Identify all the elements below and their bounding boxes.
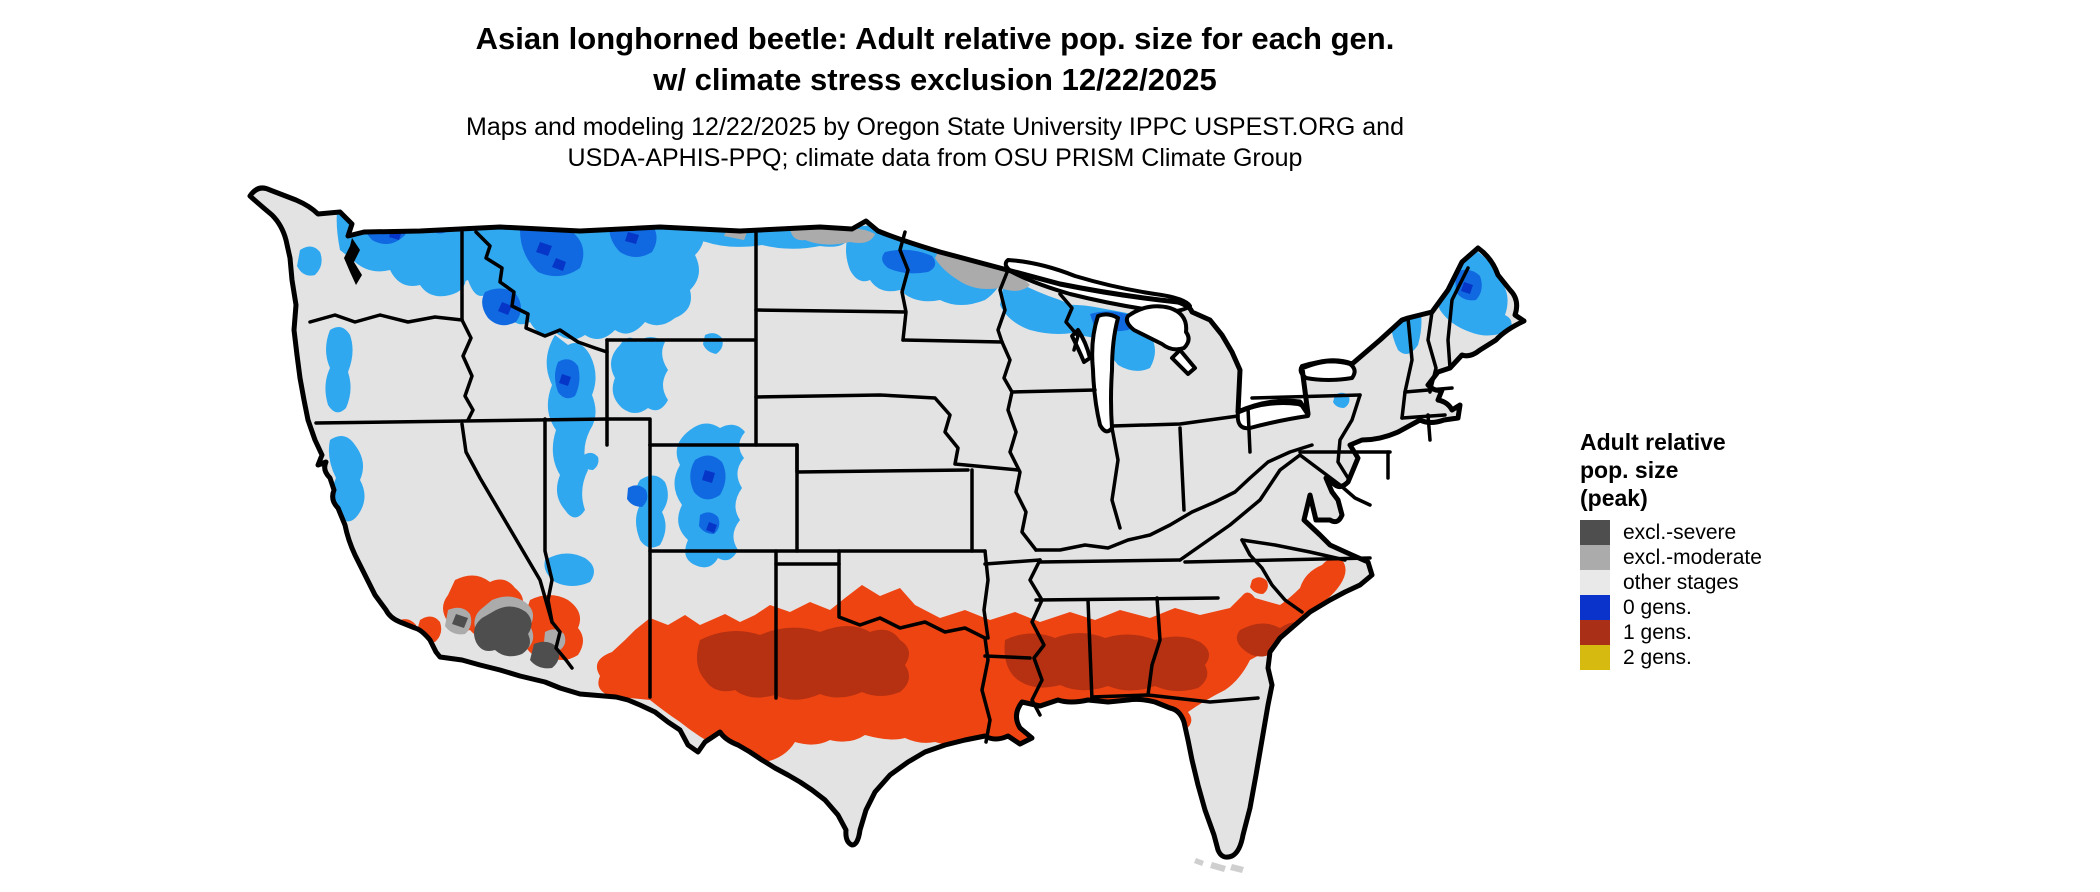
legend-rows: excl.-severe excl.-moderate other stages… bbox=[1580, 520, 1880, 670]
legend-item-0-gens: 0 gens. bbox=[1580, 595, 1880, 620]
legend-label: 1 gens. bbox=[1623, 620, 1692, 644]
legend-title-line-3: (peak) bbox=[1580, 485, 1648, 511]
puget-sound bbox=[344, 238, 362, 285]
figure-title: Asian longhorned beetle: Adult relative … bbox=[0, 18, 1870, 100]
figure-header: Asian longhorned beetle: Adult relative … bbox=[0, 18, 1870, 174]
legend-item-excl-severe: excl.-severe bbox=[1580, 520, 1880, 545]
title-line-1: Asian longhorned beetle: Adult relative … bbox=[475, 21, 1395, 56]
legend-label: excl.-severe bbox=[1623, 520, 1737, 544]
legend-label: other stages bbox=[1623, 570, 1739, 594]
legend-swatch-1-gens bbox=[1580, 620, 1610, 645]
saginaw-bay bbox=[1170, 348, 1197, 376]
region-exclusion-severe bbox=[452, 606, 560, 669]
figure-subtitle: Maps and modeling 12/22/2025 by Oregon S… bbox=[0, 112, 1870, 174]
legend-label: 2 gens. bbox=[1623, 645, 1692, 669]
legend-title-line-1: Adult relative bbox=[1580, 429, 1726, 455]
legend-title: Adult relative pop. size (peak) bbox=[1580, 428, 1880, 512]
legend-swatch-excl-severe bbox=[1580, 520, 1610, 545]
subtitle-line-2: USDA-APHIS-PPQ; climate data from OSU PR… bbox=[567, 144, 1303, 172]
legend-swatch-excl-moderate bbox=[1580, 545, 1610, 570]
legend-item-1-gens: 1 gens. bbox=[1580, 620, 1880, 645]
legend-title-line-2: pop. size bbox=[1580, 457, 1679, 483]
legend: Adult relative pop. size (peak) excl.-se… bbox=[1580, 428, 1880, 670]
title-line-2: w/ climate stress exclusion 12/22/2025 bbox=[653, 62, 1217, 97]
legend-label: excl.-moderate bbox=[1623, 545, 1762, 569]
legend-item-2-gens: 2 gens. bbox=[1580, 645, 1880, 670]
us-map bbox=[236, 168, 1566, 880]
lake-huron bbox=[1124, 304, 1191, 352]
legend-item-excl-moderate: excl.-moderate bbox=[1580, 545, 1880, 570]
florida-keys bbox=[1194, 858, 1244, 873]
subtitle-line-1: Maps and modeling 12/22/2025 by Oregon S… bbox=[466, 113, 1404, 141]
legend-swatch-other-stages bbox=[1580, 570, 1610, 595]
legend-item-other-stages: other stages bbox=[1580, 570, 1880, 595]
legend-swatch-0-gens bbox=[1580, 595, 1610, 620]
legend-swatch-2-gens bbox=[1580, 645, 1610, 670]
us-map-svg bbox=[236, 168, 1566, 873]
legend-label: 0 gens. bbox=[1623, 595, 1692, 619]
